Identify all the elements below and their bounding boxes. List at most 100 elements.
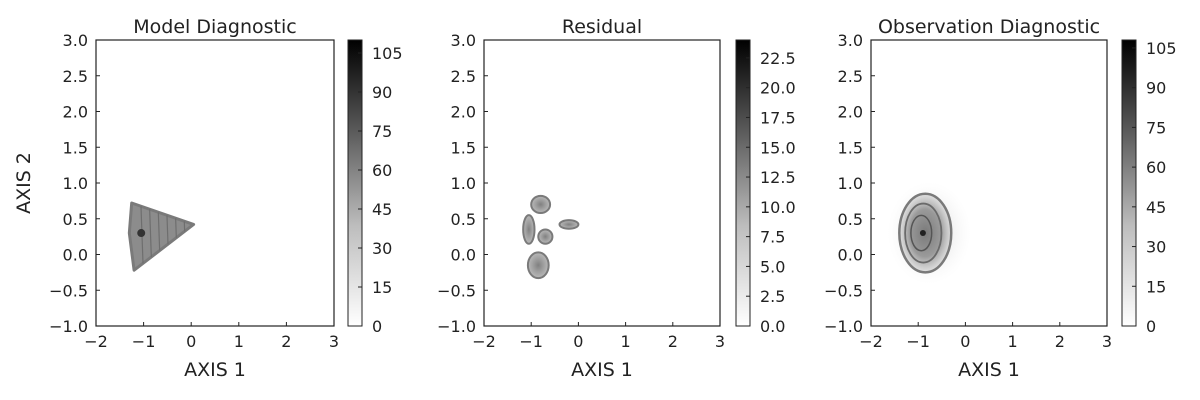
residual-cluster xyxy=(522,214,536,245)
density-peak xyxy=(137,229,146,238)
colorbar-tick-label: 5.0 xyxy=(760,257,785,276)
colorbar-tick-label: 0 xyxy=(1146,317,1156,336)
x-tick-label: 2 xyxy=(281,332,291,351)
colorbar-tick-label: 20.0 xyxy=(760,79,796,98)
y-tick-label: 3.0 xyxy=(63,31,88,50)
y-tick-label: 0.5 xyxy=(838,210,863,229)
contour-line xyxy=(910,214,933,252)
colorbar-tick-label: 30 xyxy=(372,239,392,258)
contour-line xyxy=(175,218,177,238)
contour-line xyxy=(904,202,943,264)
density-layer xyxy=(522,194,580,280)
x-tick-label: 3 xyxy=(715,332,725,351)
colorbar-gradient xyxy=(1121,39,1137,327)
x-tick-label: 1 xyxy=(621,332,631,351)
colorbar-tick-label: 10.0 xyxy=(760,198,796,217)
colorbar-gradient xyxy=(735,39,751,327)
chart-title: Residual xyxy=(562,16,642,38)
x-tick-label: 1 xyxy=(234,332,244,351)
colorbar-tick-label: 75 xyxy=(1146,118,1166,137)
contour-line xyxy=(166,215,169,245)
colorbar-tick-label: 0 xyxy=(372,317,382,336)
x-tick-label: 0 xyxy=(573,332,583,351)
y-tick-label: 2.0 xyxy=(63,103,88,122)
residual-cluster xyxy=(530,194,552,215)
colorbar-tick-label: 60 xyxy=(1146,158,1166,177)
residual-cluster xyxy=(558,219,580,230)
y-tick-label: 1.5 xyxy=(451,138,476,157)
y-axis-label: AXIS 2 xyxy=(13,152,35,214)
colorbar-tick-label: 90 xyxy=(1146,79,1166,98)
y-tick-label: −0.5 xyxy=(49,281,88,300)
contour-line xyxy=(157,212,161,251)
x-tick-label: −1 xyxy=(519,332,543,351)
colorbar-tick-label: 90 xyxy=(372,83,392,102)
plot-area xyxy=(484,40,720,326)
x-tick-label: 0 xyxy=(186,332,196,351)
density-contour xyxy=(127,201,196,272)
colorbar-tick-label: 2.5 xyxy=(760,287,785,306)
y-tick-label: 2.5 xyxy=(63,67,88,86)
colorbar-gradient xyxy=(347,39,363,327)
y-tick-label: 0.0 xyxy=(451,246,476,265)
plot-area xyxy=(871,40,1107,326)
colorbar-tick-label: 7.5 xyxy=(760,228,785,247)
y-tick-label: 2.0 xyxy=(838,103,863,122)
panel-residual: Residual −2 −1 0 1 2 3 −1.0 −0.5 0.0 0.5 1.0 1.5 2.0 2… xyxy=(437,16,795,381)
y-tick-label: −1.0 xyxy=(437,317,476,336)
x-axis-label: AXIS 1 xyxy=(571,359,633,381)
y-tick-label: 1.5 xyxy=(63,138,88,157)
plot-area xyxy=(96,40,334,326)
x-tick-label: −1 xyxy=(132,332,156,351)
colorbar-tick-label: 60 xyxy=(372,161,392,180)
colorbar-tick-label: 22.5 xyxy=(760,49,796,68)
y-tick-label: 0.5 xyxy=(451,210,476,229)
x-tick-label: −2 xyxy=(859,332,883,351)
x-axis-label: AXIS 1 xyxy=(184,359,246,381)
x-tick-label: 3 xyxy=(1102,332,1112,351)
colorbar-tick-label: 15 xyxy=(1146,277,1166,296)
colorbar-tick-label: 0.0 xyxy=(760,317,785,336)
colorbar: 0 15 30 45 60 75 90 105 xyxy=(347,39,403,336)
colorbar-tick-label: 12.5 xyxy=(760,168,796,187)
y-tick-label: 1.0 xyxy=(838,174,863,193)
y-tick-label: 2.0 xyxy=(451,103,476,122)
y-tick-label: 0.5 xyxy=(63,210,88,229)
density-layer xyxy=(887,181,971,285)
colorbar-tick-label: 105 xyxy=(1146,39,1177,58)
x-tick-label: 0 xyxy=(960,332,970,351)
residual-cluster xyxy=(526,251,550,280)
y-tick-label: 0.0 xyxy=(838,246,863,265)
panel-model-diagnostic: Model Diagnostic −2 −1 0 1 2 3 −1.0 −0.5 0.0 0.5 1.… xyxy=(13,16,403,381)
x-tick-label: −1 xyxy=(906,332,930,351)
y-tick-label: −1.0 xyxy=(824,317,863,336)
colorbar-tick-label: 17.5 xyxy=(760,108,796,127)
chart-title: Model Diagnostic xyxy=(133,16,296,38)
colorbar: 0.0 2.5 5.0 7.5 10.0 12.5 15.0 17.5 20.0 22.5 xyxy=(735,39,796,336)
density-peak xyxy=(919,230,926,237)
y-tick-label: 1.0 xyxy=(451,174,476,193)
y-tick-label: 3.0 xyxy=(838,31,863,50)
colorbar-tick-label: 105 xyxy=(372,44,403,63)
x-tick-label: 3 xyxy=(329,332,339,351)
colorbar-tick-label: 15.0 xyxy=(760,138,796,157)
y-tick-label: −0.5 xyxy=(824,281,863,300)
colorbar-tick-label: 45 xyxy=(1146,198,1166,217)
y-tick-label: −0.5 xyxy=(437,281,476,300)
x-tick-label: 2 xyxy=(1055,332,1065,351)
x-tick-label: −2 xyxy=(84,332,108,351)
x-tick-label: 2 xyxy=(668,332,678,351)
x-tick-label: 1 xyxy=(1008,332,1018,351)
y-tick-label: 2.5 xyxy=(838,67,863,86)
colorbar-tick-label: 75 xyxy=(372,122,392,141)
residual-cluster xyxy=(537,228,554,245)
y-tick-label: 1.5 xyxy=(838,138,863,157)
colorbar-tick-label: 30 xyxy=(1146,238,1166,257)
y-tick-label: 2.5 xyxy=(451,67,476,86)
panel-observation-diagnostic: Observation Diagnostic −2 −1 0 1 2 3 −1.0 −0.5 0.… xyxy=(824,16,1176,381)
colorbar-tick-label: 45 xyxy=(372,200,392,219)
x-axis-label: AXIS 1 xyxy=(958,359,1020,381)
contour-line xyxy=(149,209,152,257)
x-tick-label: −2 xyxy=(472,332,496,351)
